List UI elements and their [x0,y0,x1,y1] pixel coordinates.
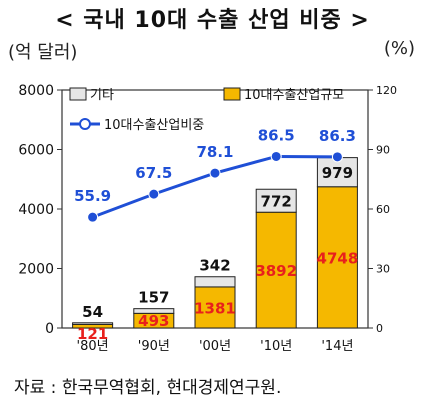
share-value-label: 55.9 [74,187,111,205]
other-value-label: 772 [261,193,292,211]
bar-top10 [255,211,297,329]
x-tick-label: '80년 [77,339,109,354]
legend-label-other: 기타 [90,88,114,103]
top10-value-label: 121 [77,325,108,343]
legend-marker-share [79,118,91,130]
right-tick-label: 90 [376,144,390,157]
x-tick-label: '90년 [138,339,170,354]
share-point [331,151,343,163]
bar-other [133,308,175,314]
share-value-label: 86.3 [319,127,356,145]
chart-title: < 국내 10대 수출 산업 비중 > [55,8,370,33]
share-value-label: 86.5 [258,126,295,144]
other-value-label: 157 [138,289,169,307]
legend-label-share: 10대수출산업비중 [104,118,204,133]
x-tick-label: '10년 [260,339,292,354]
bar-other [194,276,236,288]
bar-other [72,322,114,325]
legend-swatch-other [69,87,87,101]
x-tick-label: '00년 [199,339,231,354]
left-tick-label: 0 [45,321,54,337]
bar-top10 [316,186,358,329]
right-tick-label: 30 [376,263,390,276]
share-line [92,154,338,219]
left-axis-unit: (억 달러) [8,42,78,63]
share-point [209,167,221,179]
left-tick-label: 2000 [18,262,54,278]
right-tick-label: 0 [376,322,383,335]
top10-value-label: 1381 [194,299,236,317]
source-note: 자료 : 한국무역협회, 현대경제연구원. [14,378,282,398]
other-value-label: 54 [82,303,103,321]
left-tick-label: 8000 [18,83,54,99]
other-value-label: 342 [199,257,230,275]
legend-swatch-top10 [223,87,241,101]
top10-value-label: 3892 [255,262,297,280]
top10-value-label: 493 [138,312,169,330]
bar-top10 [194,286,236,329]
bar-other [316,157,358,188]
share-point [270,150,282,162]
x-tick-label: '14년 [321,339,353,354]
right-tick-label: 60 [376,203,390,216]
bar-other [255,188,297,213]
left-tick-label: 6000 [18,143,54,159]
share-value-label: 67.5 [135,164,172,182]
share-point [148,188,160,200]
share-point [87,211,99,223]
right-tick-label: 120 [376,84,397,97]
right-axis-unit: (%) [383,38,415,59]
top10-value-label: 4748 [317,249,359,267]
legend-label-top10: 10대수출산업규모 [244,88,344,103]
other-value-label: 979 [322,164,353,182]
share-value-label: 78.1 [196,143,233,161]
left-tick-label: 4000 [18,202,54,218]
